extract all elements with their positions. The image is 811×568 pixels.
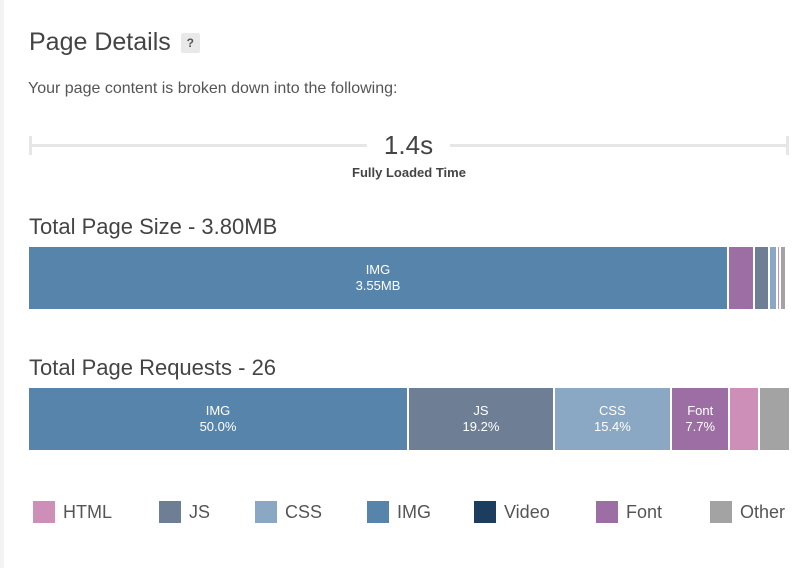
left-divider: [0, 0, 4, 568]
page-size-title: Total Page Size - 3.80MB: [29, 214, 278, 239]
legend-swatch: [159, 501, 181, 523]
size-segment-other[interactable]: [781, 247, 786, 309]
legend-label: Font: [626, 501, 663, 522]
fully-loaded-time-label: Fully Loaded Time: [352, 165, 466, 180]
size-segment-html[interactable]: [777, 247, 782, 309]
content-type-legend: HTML JS CSS IMG Video Font Other: [33, 501, 803, 525]
legend-item-html[interactable]: HTML: [33, 501, 112, 523]
page-requests-bar: IMG 50.0% JS 19.2% CSS 15.4% Font 7.7%: [29, 388, 789, 450]
segment-value-label: 3.55MB: [355, 278, 401, 293]
requests-segment-other[interactable]: [759, 388, 789, 450]
fully-loaded-time-value: 1.4s: [383, 130, 434, 160]
legend-swatch: [710, 501, 732, 523]
fully-loaded-timeline: 1.4s Fully Loaded Time: [29, 130, 789, 180]
requests-segment-html[interactable]: [730, 388, 760, 450]
legend-swatch: [33, 501, 55, 523]
legend-label: Other: [740, 501, 786, 522]
segment-type-label: Font: [687, 403, 714, 418]
page-subtitle: Your page content is broken down into th…: [28, 80, 398, 97]
legend-label: HTML: [63, 501, 112, 522]
size-segment-img[interactable]: IMG 3.55MB: [29, 247, 729, 309]
page-requests-title: Total Page Requests - 26: [29, 355, 277, 380]
help-button[interactable]: ?: [180, 32, 200, 53]
requests-segment-css[interactable]: CSS 15.4%: [554, 388, 672, 450]
legend-item-video[interactable]: Video: [474, 501, 550, 523]
requests-segment-img[interactable]: IMG 50.0%: [29, 388, 409, 450]
page-title: Page Details ?: [29, 28, 200, 57]
requests-segment-font[interactable]: Font 7.7%: [671, 388, 731, 450]
legend-label: IMG: [397, 501, 431, 522]
segment-value-label: 50.0%: [199, 419, 237, 434]
legend-swatch: [367, 501, 389, 523]
legend-item-js[interactable]: JS: [159, 501, 210, 523]
requests-segment-js[interactable]: JS 19.2%: [409, 388, 555, 450]
page-title-text: Page Details: [29, 28, 171, 56]
legend-swatch: [255, 501, 277, 523]
page-size-bar: IMG 3.55MB: [29, 247, 789, 309]
legend-label: JS: [189, 501, 211, 522]
segment-type-label: JS: [473, 403, 489, 418]
segment-value-label: 15.4%: [593, 419, 631, 434]
timeline-line-left: [29, 144, 367, 147]
timeline-end-cap: [786, 136, 789, 155]
segment-type-label: IMG: [205, 403, 231, 418]
size-segment-font[interactable]: [728, 247, 755, 309]
legend-item-css[interactable]: CSS: [255, 501, 322, 523]
legend-label: CSS: [285, 501, 323, 522]
legend-item-img[interactable]: IMG: [367, 501, 431, 523]
timeline-line-right: [450, 144, 789, 147]
segment-type-label: IMG: [365, 262, 391, 277]
segment-type-label: CSS: [599, 403, 626, 418]
segment-value-label: 19.2%: [462, 419, 500, 434]
legend-label: Video: [504, 501, 550, 522]
legend-item-other[interactable]: Other: [710, 501, 785, 523]
size-segment-css[interactable]: [769, 247, 778, 309]
legend-swatch: [596, 501, 618, 523]
segment-value-label: 7.7%: [685, 419, 716, 434]
legend-swatch: [474, 501, 496, 523]
size-segment-js[interactable]: [754, 247, 770, 309]
legend-item-font[interactable]: Font: [596, 501, 662, 523]
